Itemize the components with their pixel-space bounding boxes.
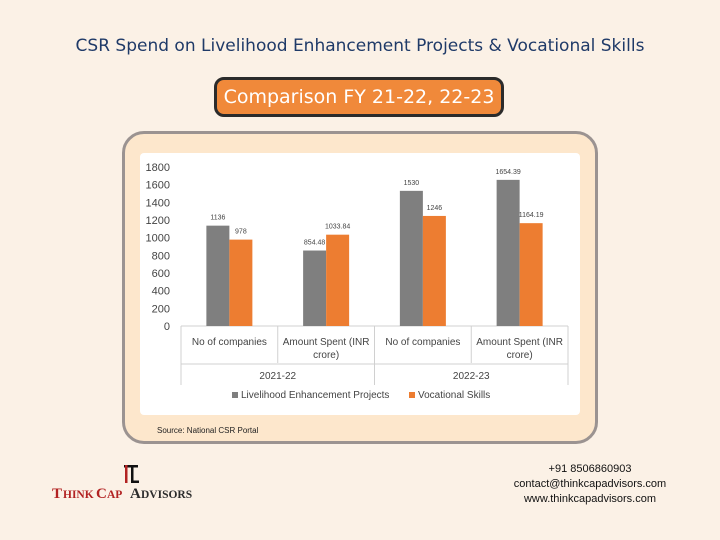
data-label: 1033.84 — [325, 224, 350, 231]
source-note: Source: National CSR Portal — [157, 426, 259, 435]
data-label: 978 — [235, 229, 247, 236]
category-label: crore) — [313, 350, 339, 361]
bar — [496, 179, 520, 326]
bar — [206, 225, 230, 326]
data-label: 1164.19 — [519, 212, 544, 219]
svg-text:A: A — [130, 486, 141, 502]
y-tick-label: 1800 — [146, 162, 170, 174]
legend-label: Livelihood Enhancement Projects — [241, 390, 389, 401]
contact-email[interactable]: contact@thinkcapadvisors.com — [513, 478, 667, 490]
data-label: 854.48 — [304, 240, 326, 247]
category-label: Amount Spent (INR — [476, 337, 563, 348]
bar — [422, 215, 446, 326]
category-label: No of companies — [192, 337, 267, 348]
category-label: Amount Spent (INR — [283, 337, 370, 348]
bar — [303, 250, 327, 326]
data-label: 1246 — [427, 205, 443, 212]
legend-label: Vocational Skills — [418, 390, 490, 401]
contact-info: +91 8506860903 contact@thinkcapadvisors.… — [490, 462, 690, 507]
group-label: 2021-22 — [259, 371, 296, 382]
contact-website[interactable]: www.thinkcapadvisors.com — [523, 493, 657, 505]
data-label: 1530 — [404, 180, 420, 187]
data-label: 1654.39 — [495, 169, 520, 176]
category-label: No of companies — [385, 337, 460, 348]
page-title: CSR Spend on Livelihood Enhancement Proj… — [75, 36, 645, 56]
svg-text:AP: AP — [107, 489, 122, 501]
category-label: crore) — [507, 350, 533, 361]
bar — [229, 239, 253, 326]
legend-swatch — [409, 392, 415, 398]
bar — [399, 190, 423, 326]
svg-text:C: C — [96, 486, 107, 502]
thinkcap-logo: T HINK C AP A DVISORS — [52, 465, 192, 502]
y-tick-label: 1200 — [146, 215, 170, 227]
contact-phone[interactable]: +91 8506860903 — [548, 463, 632, 475]
svg-text:HINK: HINK — [63, 489, 94, 501]
chart-card: 0 200 400 600 800 1000 1200 1400 1600 1800 1136 978… — [140, 153, 580, 415]
y-tick-label: 600 — [152, 268, 170, 280]
y-tick-label: 200 — [152, 303, 170, 315]
svg-text:T: T — [52, 486, 62, 502]
subtitle-badge: Comparison FY 21-22, 22-23 — [214, 77, 504, 117]
logo-mark-icon — [124, 465, 139, 483]
bar-chart: 0 200 400 600 800 1000 1200 1400 1600 1800 1136 978… — [146, 162, 569, 401]
y-tick-label: 1000 — [146, 233, 170, 245]
data-label: 1136 — [210, 215, 225, 222]
legend-swatch — [232, 392, 238, 398]
y-tick-label: 0 — [164, 321, 170, 333]
y-tick-label: 400 — [152, 286, 170, 298]
group-label: 2022-23 — [453, 371, 490, 382]
y-tick-label: 1600 — [146, 180, 170, 192]
bar — [519, 223, 543, 326]
y-tick-label: 800 — [152, 250, 170, 262]
y-tick-label: 1400 — [146, 197, 170, 209]
bar — [326, 234, 350, 326]
svg-text:DVISORS: DVISORS — [141, 489, 192, 501]
